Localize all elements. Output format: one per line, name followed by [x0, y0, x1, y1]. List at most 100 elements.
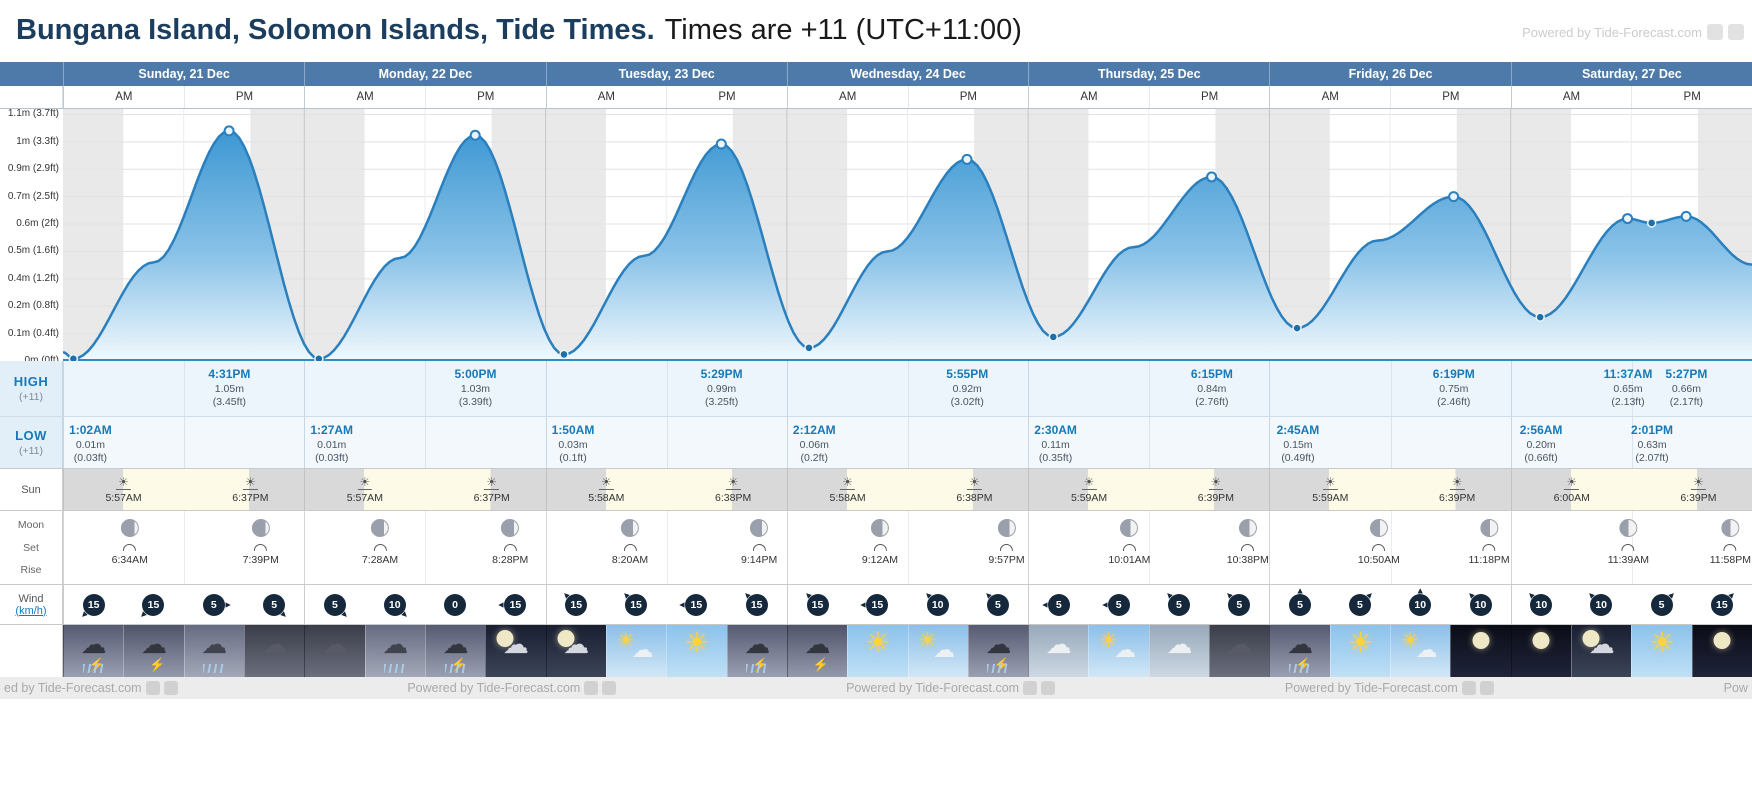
weather-thunderstorm-icon: ☁⚡ — [63, 625, 124, 677]
moonset-arc-icon — [873, 544, 887, 551]
sun-icon: ☀ — [865, 627, 891, 658]
wind-speed-badge: 15 ▲ — [496, 593, 527, 616]
cloud-icon: ☁ — [1226, 629, 1253, 659]
moonrise-time: 9:14PM — [741, 554, 778, 566]
wind-speed-value: 10 — [1535, 598, 1548, 611]
low-tide-height-m: 0.63m — [1637, 438, 1667, 451]
wind-speed-value: 5 — [1297, 598, 1303, 611]
moon-icon — [496, 630, 514, 647]
wind-direction-arrow: ▲ — [857, 600, 868, 609]
sun-day-cell: ☀ 5:57AM ☀ 6:37PM — [63, 469, 305, 510]
sunset-block: ☀ 6:38PM — [956, 473, 992, 504]
low-tide-day-cell: 2:12AM 0.06m (0.2ft) — [786, 417, 1028, 468]
high-tide-height-m: 1.05m — [214, 382, 244, 395]
wind-speed-badge: 15 ▲ — [801, 588, 829, 616]
high-tide-time: 5:00PM — [454, 367, 497, 381]
low-tide-height-ft: (0.1ft) — [559, 452, 587, 465]
weather-rain-icon: ☁ — [364, 625, 425, 677]
high-tide-time: 4:31PM — [208, 367, 251, 381]
low-tide-event: 2:56AM 0.20m (0.66ft) — [1520, 423, 1563, 466]
moonrise-time: 9:57PM — [988, 554, 1025, 566]
wind-speed-value: 15 — [509, 598, 522, 611]
ampm-pm-day3: PM — [907, 86, 1029, 108]
low-tide-time: 2:30AM — [1034, 423, 1077, 437]
weather-sunny-icon: ☀ — [1329, 625, 1391, 677]
sunrise-icon: ☀ — [1081, 475, 1097, 490]
sun-icon: ☀ — [1099, 630, 1118, 652]
high-tide-day-cell: 5:00PM 1.03m (3.39ft) — [304, 361, 545, 416]
cloud-icon: ☁ — [744, 629, 771, 659]
ampm-pm-day4: PM — [1148, 86, 1270, 108]
sunset-time: 6:38PM — [956, 491, 993, 504]
high-tide-height-ft: (2.13ft) — [1611, 396, 1645, 409]
moonrise-time: 8:28PM — [492, 554, 529, 566]
low-tide-event: 2:12AM 0.06m (0.2ft) — [793, 423, 836, 466]
sunset-block: ☀ 6:39PM — [1198, 473, 1234, 504]
wind-speed-value: 15 — [87, 598, 100, 611]
low-tide-day-cell: 1:02AM 0.01m (0.03ft) — [63, 417, 304, 468]
moonrise-arc-icon — [254, 544, 268, 551]
sunrise-block: ☀ 5:57AM — [347, 473, 383, 504]
wind-speed-value: 10 — [1595, 598, 1608, 611]
low-row-label: LOW (+11) — [0, 417, 63, 468]
moon-phase-icon — [1120, 519, 1139, 537]
wind-speed-value: 5 — [1176, 598, 1182, 611]
low-tide-height-ft: (0.66ft) — [1524, 452, 1558, 465]
wind-direction-arrow: ▲ — [277, 608, 292, 622]
weather-sun-cloud-icon: ☀ ☁ — [605, 625, 667, 677]
wind-direction-arrow: ▲ — [338, 608, 352, 622]
app-badge-icon — [584, 681, 599, 695]
high-tide-event: 4:31PM 1.05m (3.45ft) — [208, 367, 250, 410]
watermark: Powered by Tide-Forecast.com — [1285, 681, 1494, 695]
kmh-unit-link[interactable]: (km/h) — [15, 604, 47, 617]
sun-icon: ☀ — [918, 630, 937, 652]
wind-cell: 15 ▲ — [847, 585, 908, 624]
moonrise-block: 11:18PM — [1468, 519, 1510, 566]
ampm-divider — [1631, 417, 1633, 468]
wind-speed-value: 5 — [1356, 598, 1363, 611]
weather-night-clear-icon — [1450, 625, 1511, 677]
wind-direction-arrow: ▲ — [981, 587, 995, 601]
high-tide-height-ft: (2.76ft) — [1195, 396, 1229, 409]
wind-speed-value: 15 — [1715, 598, 1728, 611]
sunset-time: 6:37PM — [232, 491, 269, 504]
tide-chart-row: 1.1m (3.7ft) 1m (3.3ft) 0.9m (2.9ft) 0.7m (… — [0, 109, 1752, 361]
low-tide-time: 2:12AM — [792, 423, 836, 437]
day-header-5: Friday, 26 Dec — [1269, 62, 1511, 86]
moonrise-time: 10:38PM — [1226, 554, 1269, 566]
moonset-block: 7:28AM — [362, 519, 398, 566]
moonset-arc-icon — [123, 544, 137, 551]
sunset-icon: ☀ — [967, 475, 982, 490]
moon-phase-icon — [750, 519, 769, 537]
moon-day-cell: 7:28AM 8:28PM — [304, 511, 545, 584]
moonset-block: 6:34AM — [112, 519, 148, 566]
lightning-icon: ⚡ — [149, 657, 166, 672]
y-axis-label: 0.1m (0.4ft) — [7, 327, 59, 339]
wind-speed-badge: 15 ▲ — [77, 593, 105, 621]
watermark-text: Powered by Tide-Forecast.com — [1522, 24, 1702, 40]
sunrise-block: ☀ 5:59AM — [1312, 473, 1348, 504]
y-axis-label: 0.9m (2.9ft) — [7, 163, 59, 175]
app-badge-icon — [1461, 681, 1476, 695]
wind-cell: 15 ▲ — [545, 585, 606, 624]
low-tide-day-cell: 1:27AM 0.01m (0.03ft) — [304, 417, 545, 468]
moon-day-cell: 9:12AM 9:57PM — [786, 511, 1028, 584]
moon-icon — [1532, 632, 1550, 649]
watermark-text: Powered by Tide-Forecast.com — [846, 681, 1020, 695]
wind-speed-value: 5 — [1236, 598, 1243, 611]
moon-day-cell: 10:50AM 11:18PM — [1269, 511, 1510, 584]
weather-rain-icon: ☁ — [183, 625, 244, 677]
wind-cell: 15 ▲ — [63, 585, 124, 624]
weather-lightning-icon: ☁ ⚡ — [123, 625, 184, 677]
sunrise-time: 6:00AM — [1553, 491, 1590, 504]
weather-thunderstorm-icon: ☁⚡ — [967, 625, 1029, 677]
wind-speed-badge: 15 ▲ — [137, 593, 165, 621]
sun-day-cell: ☀ 6:00AM ☀ 6:39PM — [1510, 469, 1752, 510]
wind-speed-value: 5 — [332, 598, 338, 611]
cloud-icon: ☁ — [563, 629, 590, 659]
y-axis-label: 0.2m (0.8ft) — [7, 300, 59, 312]
moon-phase-icon — [1619, 519, 1638, 537]
high-tide-day-cell: 11:37AM 0.65m (2.13ft) 5:27PM 0.66m (2.17ft) — [1510, 361, 1752, 416]
weather-cloud-dark-icon: ☁ — [1209, 625, 1270, 677]
weather-sunny-icon: ☀ — [847, 625, 908, 677]
